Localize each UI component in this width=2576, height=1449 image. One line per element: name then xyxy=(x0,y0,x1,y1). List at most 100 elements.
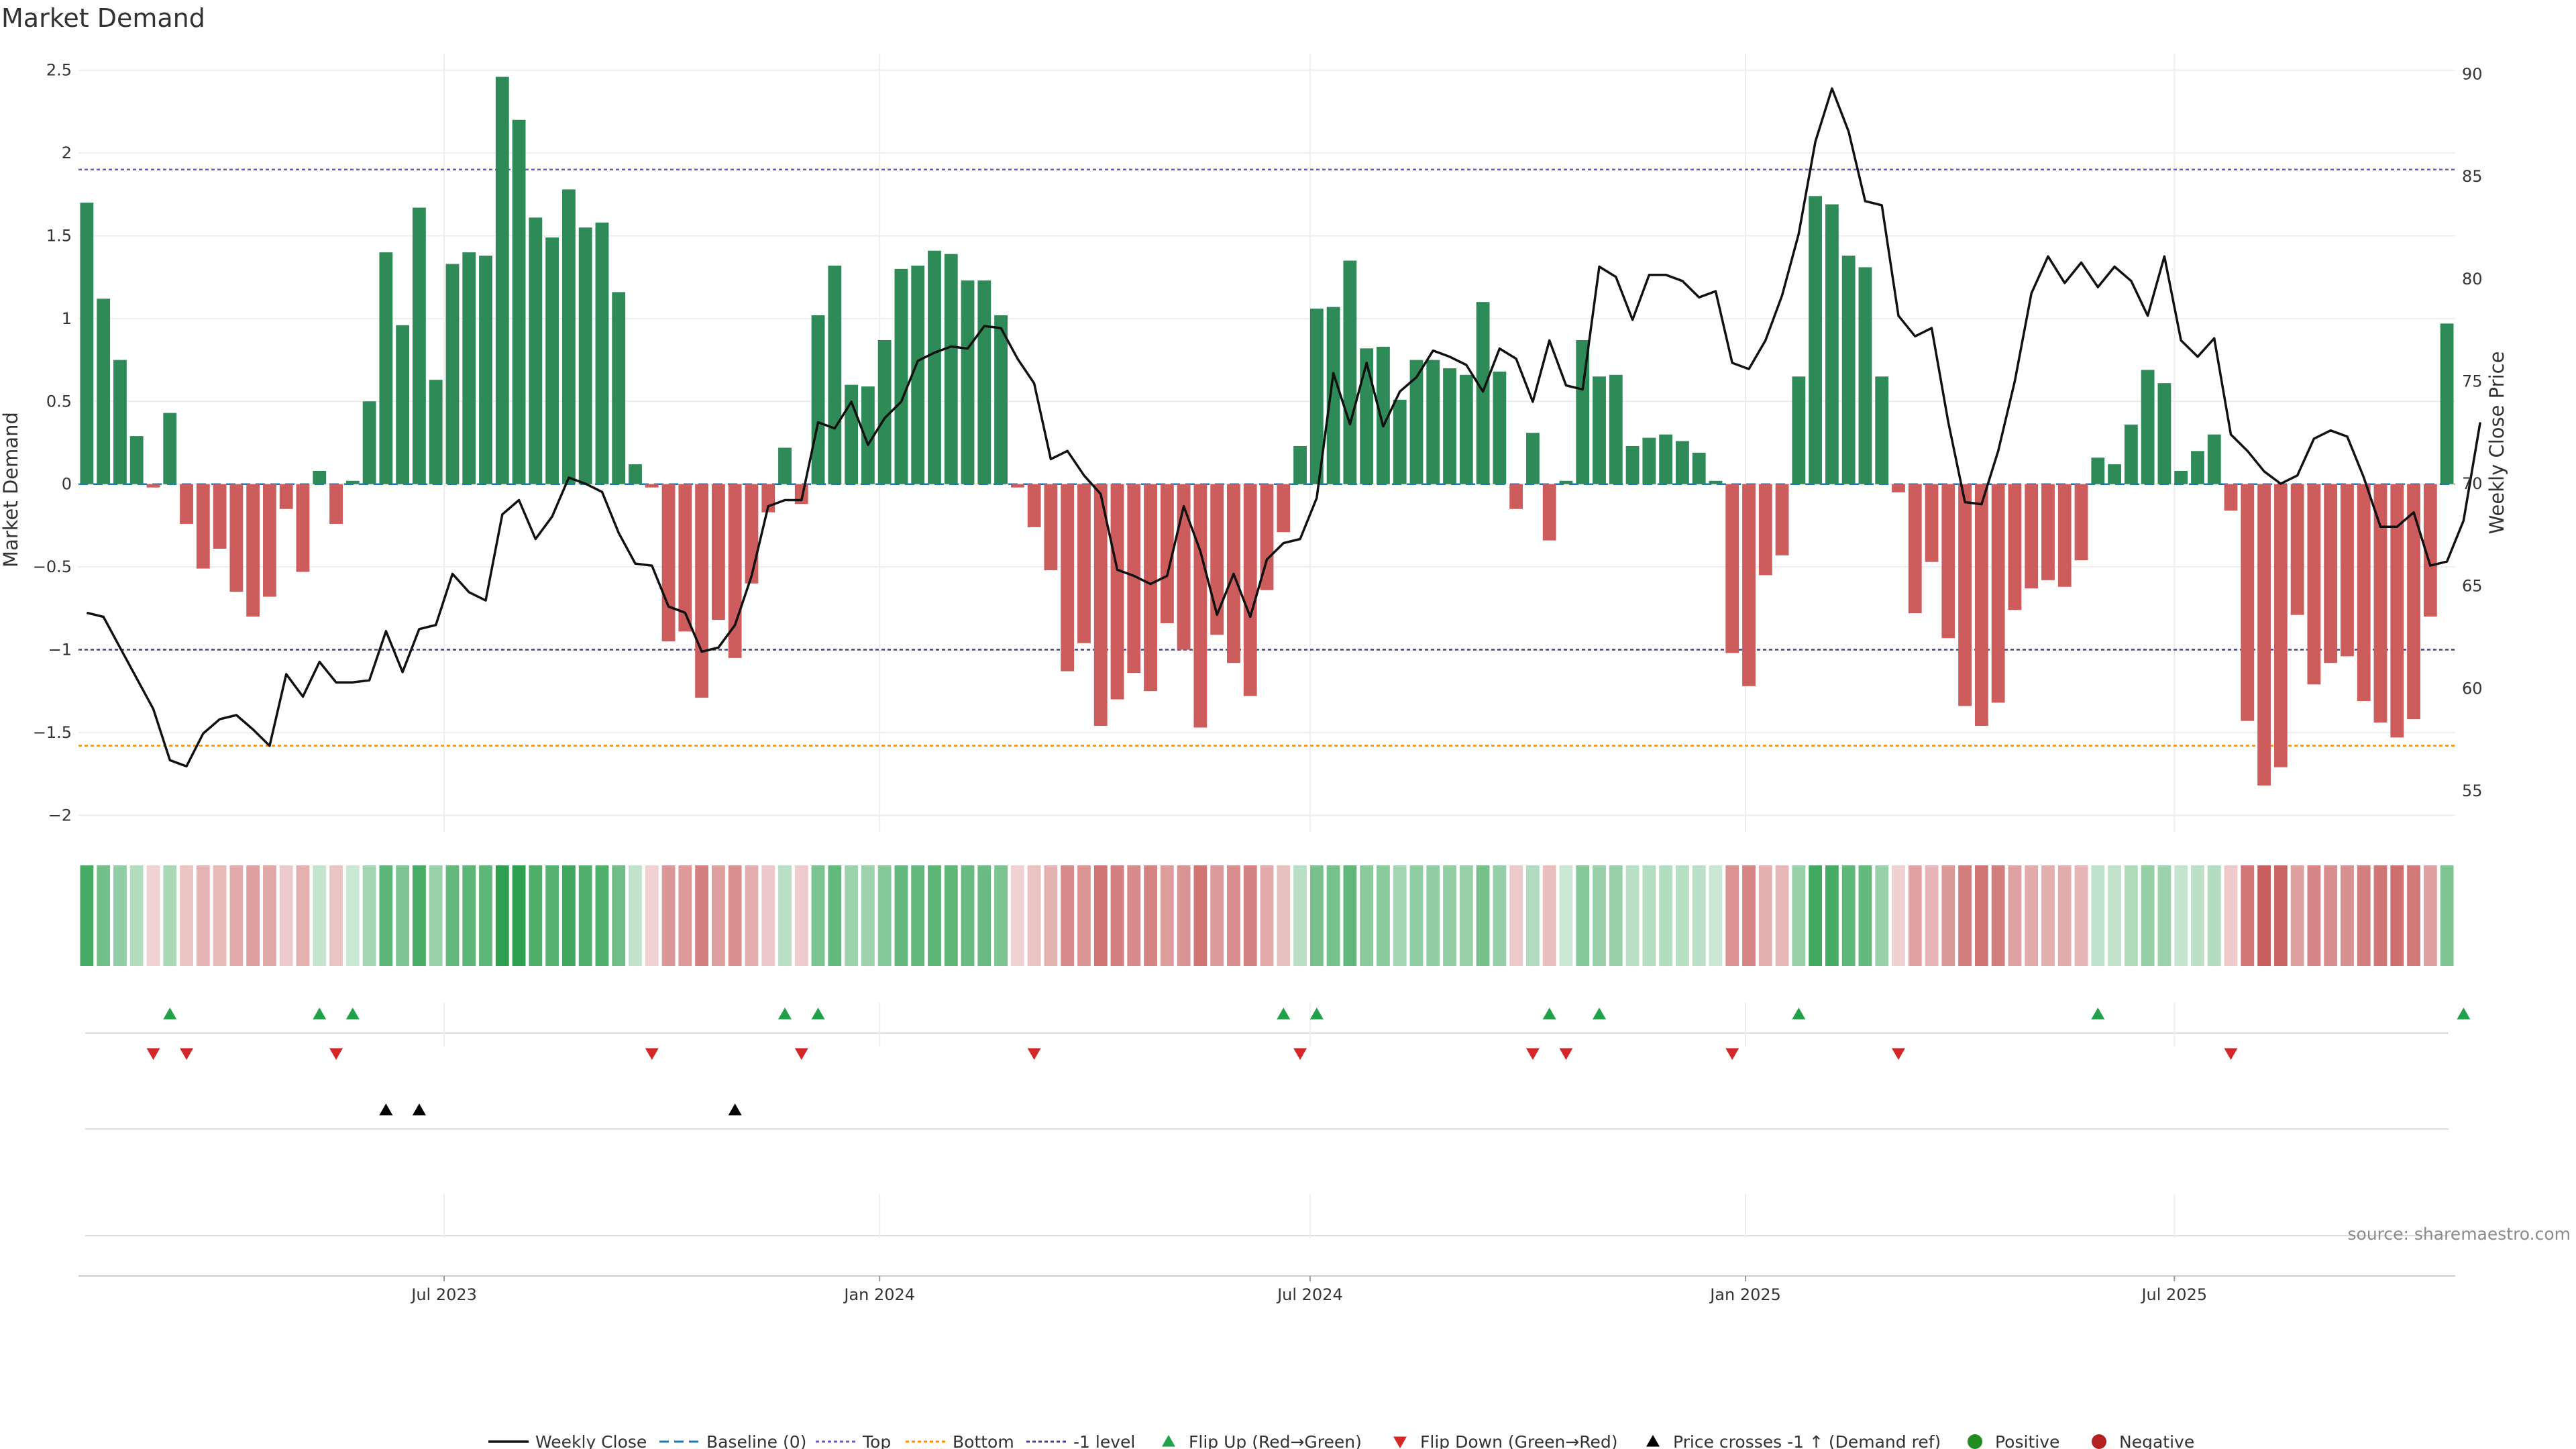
legend-label: Price crosses -1 ↑ (Demand ref) xyxy=(1673,1432,1941,1449)
heat-cell xyxy=(1675,865,1689,966)
heat-cell xyxy=(1160,865,1174,966)
demand-bar xyxy=(1077,484,1091,643)
legend-label: Top xyxy=(862,1432,891,1449)
demand-bar xyxy=(1426,360,1440,484)
demand-bar xyxy=(1493,371,1507,484)
heat-cell xyxy=(512,865,526,966)
heat-cell xyxy=(1144,865,1157,966)
demand-bar xyxy=(1625,445,1640,484)
heat-cell xyxy=(1010,865,1024,966)
heat-cell xyxy=(745,865,759,966)
demand-heat-strip xyxy=(80,865,2454,966)
heat-cell xyxy=(2307,865,2321,966)
heat-cell xyxy=(429,865,443,966)
price-cross-marker xyxy=(379,1104,393,1116)
demand-bar xyxy=(2241,484,2255,721)
heat-cell xyxy=(1326,865,1340,966)
heat-cell xyxy=(545,865,559,966)
heat-cell xyxy=(1210,865,1224,966)
y-tick-left: 1 xyxy=(62,309,72,328)
y-tick-right: 85 xyxy=(2462,167,2483,186)
heat-cell xyxy=(213,865,227,966)
heat-cell xyxy=(661,865,676,966)
heat-cell xyxy=(1974,865,1988,966)
heat-cell xyxy=(828,865,842,966)
heat-cell xyxy=(180,865,193,966)
heat-cell xyxy=(80,865,94,966)
demand-bar xyxy=(113,360,127,484)
heat-cell xyxy=(1127,865,1141,966)
heat-cell xyxy=(2091,865,2105,966)
demand-bar xyxy=(1991,484,2005,703)
flip-down-marker xyxy=(1891,1048,1905,1060)
heat-cell xyxy=(2074,865,2088,966)
x-axis: Jul 2023 Jan 2024 Jul 2024 Jan 2025 Jul 2025 xyxy=(78,1275,2455,1304)
flip-down-marker xyxy=(329,1048,343,1060)
flip-up-marker xyxy=(1309,1008,1324,1020)
price-cross-marker xyxy=(412,1104,426,1116)
y-tick-right: 65 xyxy=(2462,577,2483,596)
heat-cell xyxy=(246,865,260,966)
demand-bar xyxy=(2423,484,2437,617)
demand-bar xyxy=(2357,484,2371,702)
heat-cell xyxy=(2191,865,2204,966)
demand-bar xyxy=(1692,452,1706,484)
demand-bar xyxy=(296,484,310,572)
demand-bar xyxy=(229,484,244,592)
demand-bar xyxy=(97,299,111,484)
heat-cell xyxy=(1426,865,1440,966)
event-marker-panels xyxy=(85,1003,2471,1238)
heat-cell xyxy=(1227,865,1240,966)
demand-bar xyxy=(146,484,160,488)
demand-bar xyxy=(2191,451,2204,484)
y-axis-left-label: Market Demand xyxy=(0,412,22,568)
y-tick-left: 0 xyxy=(62,475,72,494)
heat-cell xyxy=(1858,865,1872,966)
demand-bar xyxy=(2041,484,2055,580)
heat-cell xyxy=(1908,865,1922,966)
y-tick-left: −1 xyxy=(48,641,72,659)
flip-down-marker xyxy=(1293,1048,1307,1060)
heat-cell xyxy=(928,865,941,966)
heat-cell xyxy=(1476,865,1490,966)
demand-bar xyxy=(1210,484,1224,635)
heat-cell xyxy=(1343,865,1357,966)
demand-bar xyxy=(313,470,327,484)
demand-bar xyxy=(1377,346,1390,484)
demand-bar xyxy=(529,217,543,484)
demand-bar xyxy=(429,380,443,484)
demand-bar xyxy=(396,325,410,484)
heat-cell xyxy=(1393,865,1407,966)
y-tick-left: −1.5 xyxy=(33,723,72,742)
demand-bar xyxy=(1542,484,1556,541)
heat-cell xyxy=(1892,865,1905,966)
heat-cell xyxy=(1542,865,1556,966)
flip-down-marker xyxy=(1027,1048,1041,1060)
heat-cell xyxy=(877,865,892,966)
demand-bar xyxy=(2257,484,2271,786)
y-tick-left: 2 xyxy=(62,144,72,162)
heat-cell xyxy=(97,865,111,966)
heat-cell xyxy=(1742,865,1756,966)
heat-cell xyxy=(2324,865,2338,966)
heat-cell xyxy=(1625,865,1640,966)
demand-bar xyxy=(1593,376,1606,484)
demand-bar xyxy=(2224,484,2238,511)
demand-bar xyxy=(778,447,792,484)
y-tick-right: 70 xyxy=(2462,474,2483,493)
demand-bar xyxy=(1709,480,1723,484)
heat-cell xyxy=(1443,865,1456,966)
demand-bar xyxy=(1974,484,1988,727)
demand-bar xyxy=(1027,484,1041,527)
heat-cell xyxy=(146,865,160,966)
demand-bar xyxy=(811,315,825,484)
demand-bar xyxy=(1809,196,1823,484)
heat-cell xyxy=(1409,865,1424,966)
x-tick-label: Jan 2024 xyxy=(843,1285,915,1304)
heat-cell xyxy=(629,865,642,966)
demand-bar xyxy=(1875,376,1889,484)
heat-cell xyxy=(1958,865,1972,966)
demand-bar xyxy=(2273,484,2288,767)
heat-cell xyxy=(2025,865,2039,966)
demand-bar xyxy=(495,76,509,484)
